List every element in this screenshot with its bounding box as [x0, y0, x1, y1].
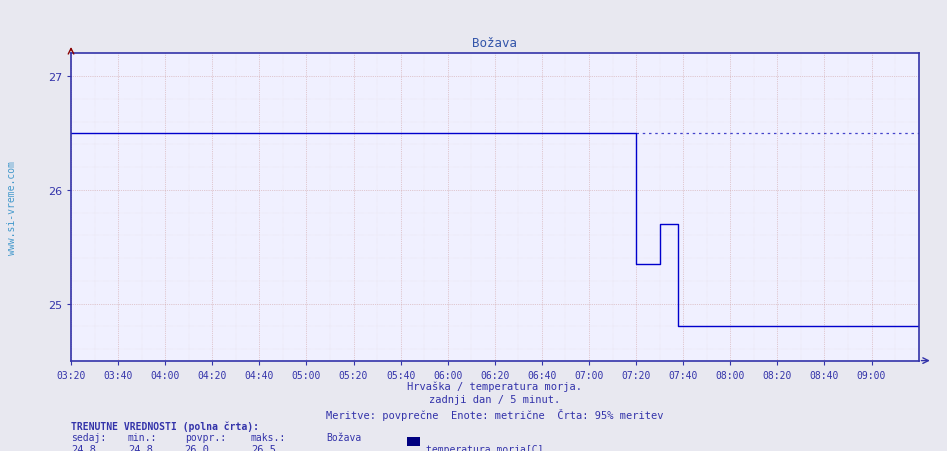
Text: Meritve: povprečne  Enote: metrične  Črta: 95% meritev: Meritve: povprečne Enote: metrične Črta:…	[326, 408, 663, 420]
Title: Božava: Božava	[473, 37, 517, 50]
Text: sedaj:: sedaj:	[71, 432, 106, 442]
Text: www.si-vreme.com: www.si-vreme.com	[8, 161, 17, 254]
Text: zadnji dan / 5 minut.: zadnji dan / 5 minut.	[429, 395, 560, 405]
Text: 26,5: 26,5	[251, 444, 276, 451]
Text: maks.:: maks.:	[251, 432, 286, 442]
Text: 26,0: 26,0	[185, 444, 209, 451]
Text: 24,8: 24,8	[71, 444, 96, 451]
Text: TRENUTNE VREDNOSTI (polna črta):: TRENUTNE VREDNOSTI (polna črta):	[71, 420, 259, 431]
Text: temperatura morja[C]: temperatura morja[C]	[426, 444, 544, 451]
Text: Božava: Božava	[327, 432, 362, 442]
Text: min.:: min.:	[128, 432, 157, 442]
Text: Hrvaška / temperatura morja.: Hrvaška / temperatura morja.	[407, 381, 581, 391]
Text: 24,8: 24,8	[128, 444, 152, 451]
Text: povpr.:: povpr.:	[185, 432, 225, 442]
